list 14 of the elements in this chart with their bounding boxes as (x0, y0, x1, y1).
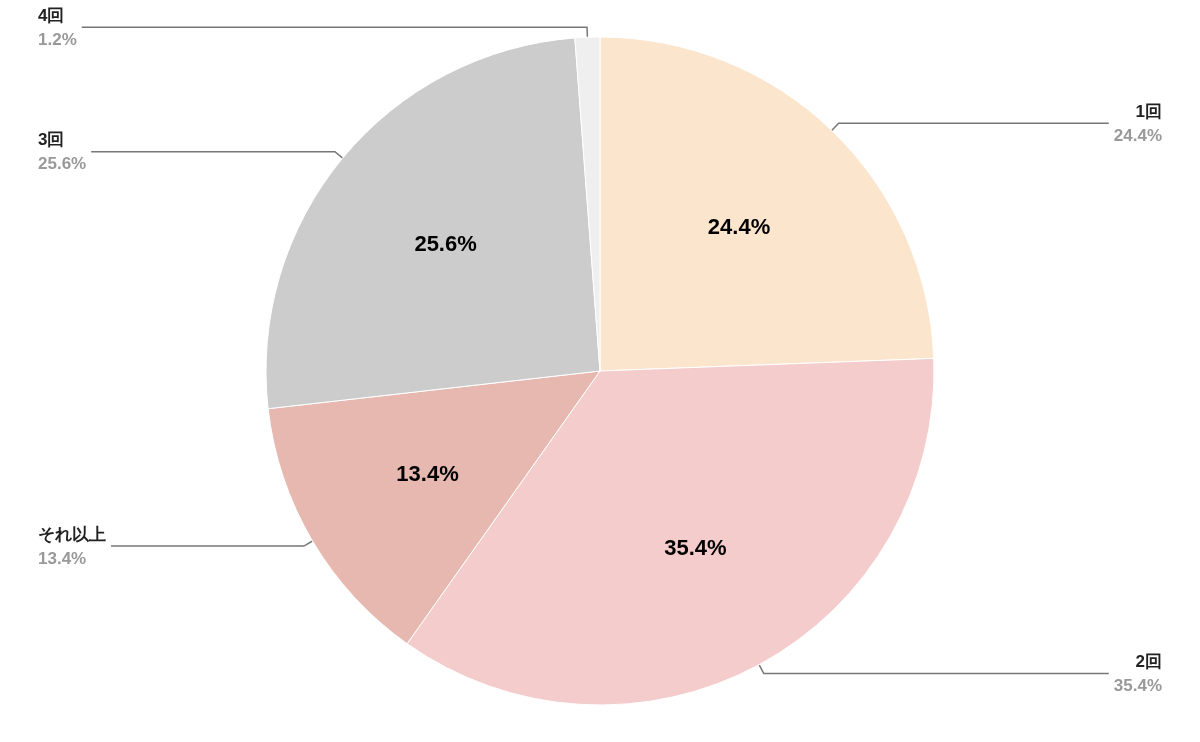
data-label: 25.6% (38, 154, 87, 174)
data-label: 35.4% (1113, 675, 1162, 695)
text: 13.4% (38, 548, 87, 568)
data-label: 1.2% (38, 29, 77, 49)
slice-label: 1回 (1135, 101, 1162, 121)
slice-label: 2回 (1135, 651, 1162, 671)
slice-label: 4回 (38, 5, 65, 25)
text: 24.4% (707, 214, 771, 240)
data-label: 13.4% (396, 460, 459, 486)
data-label: 24.4% (1113, 125, 1162, 145)
text: 35.4% (664, 534, 727, 560)
slice-label: それ以上 (38, 524, 106, 544)
text: 25.6% (414, 230, 477, 256)
slice-label: 3回 (38, 130, 65, 150)
